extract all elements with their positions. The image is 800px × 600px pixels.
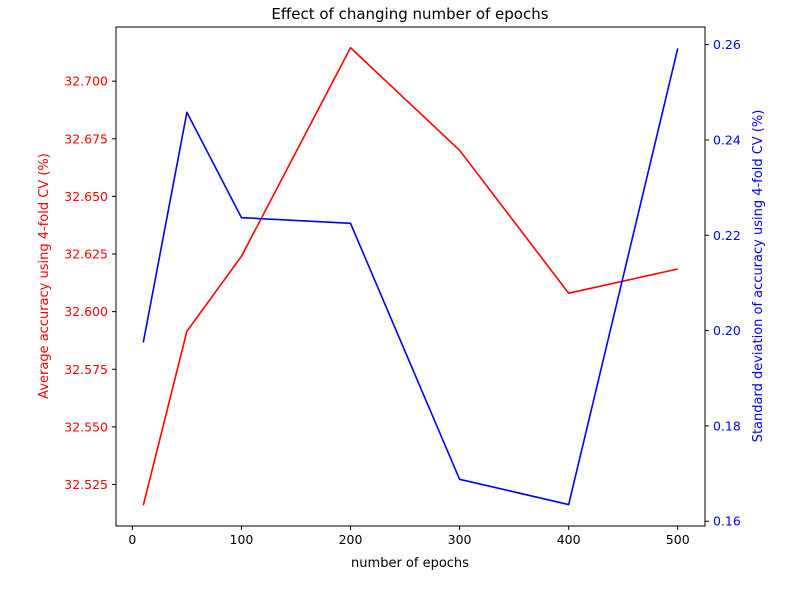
x-tick-label: 300: [448, 532, 472, 547]
right-y-tick-label: 0.22: [713, 228, 741, 243]
left-y-tick-label: 32.675: [64, 131, 108, 146]
x-tick-label: 0: [128, 532, 136, 547]
left-y-tick-label: 32.550: [64, 419, 108, 434]
plot-area: 0 100 200 300 400 500 32.525 32.550 32.575 32.600…: [64, 26, 741, 547]
left-y-tick-label: 32.525: [64, 477, 108, 492]
accuracy-std-line: [142, 48, 679, 506]
right-y-tick-label: 0.24: [713, 132, 741, 147]
right-y-tick-label: 0.16: [713, 514, 741, 529]
chart-title: Effect of changing number of epochs: [271, 5, 548, 23]
plot-frame: [115, 26, 706, 527]
left-y-tick-label: 32.625: [64, 247, 108, 262]
accuracy-mean-line: [142, 46, 678, 506]
left-y-tick-label: 32.700: [64, 74, 108, 89]
x-axis-title: number of epochs: [351, 556, 469, 571]
left-y-tick-label: 32.650: [64, 189, 108, 204]
left-y-axis-title: Average accuracy using 4-fold CV (%): [37, 153, 52, 399]
x-tick-label: 100: [230, 532, 254, 547]
right-y-tick-label: 0.26: [713, 37, 741, 52]
right-y-axis-title: Standard deviation of accuracy using 4-f…: [751, 110, 766, 443]
right-y-tick-label: 0.20: [713, 323, 741, 338]
left-y-tick-label: 32.575: [64, 362, 108, 377]
x-tick-label: 400: [557, 532, 581, 547]
right-y-tick-label: 0.18: [713, 418, 741, 433]
x-tick-label: 500: [666, 532, 690, 547]
x-tick-label: 200: [339, 532, 363, 547]
left-y-tick-label: 32.600: [64, 304, 108, 319]
